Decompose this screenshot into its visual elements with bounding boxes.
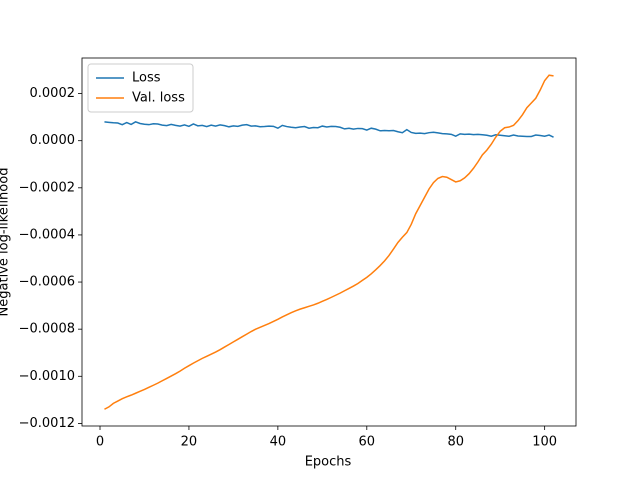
series-line <box>104 74 554 410</box>
plot-frame <box>81 57 577 427</box>
y-tick-label: 0.0000 <box>30 133 76 148</box>
legend-box <box>87 63 194 113</box>
x-axis-label: Epochs <box>305 455 352 470</box>
x-tick-label: 100 <box>532 435 557 450</box>
y-tick-label: 0.0002 <box>30 86 76 101</box>
x-tick-label: 40 <box>270 435 287 450</box>
series-line <box>104 121 554 138</box>
x-tick-label: 60 <box>359 435 376 450</box>
x-tick-label: 0 <box>96 435 104 450</box>
y-axis-label: Negative log-likelihood <box>0 168 12 317</box>
y-tick-label: −0.0004 <box>19 227 75 242</box>
legend-label: Val. loss <box>132 91 185 106</box>
legend-label: Loss <box>132 71 161 86</box>
x-tick-label: 20 <box>181 435 198 450</box>
y-tick-label: −0.0010 <box>19 369 75 384</box>
y-tick-label: −0.0012 <box>19 416 75 431</box>
y-tick-label: −0.0006 <box>19 275 75 290</box>
x-tick-label: 80 <box>447 435 464 450</box>
y-tick-label: −0.0008 <box>19 322 75 337</box>
y-tick-label: −0.0002 <box>19 180 75 195</box>
